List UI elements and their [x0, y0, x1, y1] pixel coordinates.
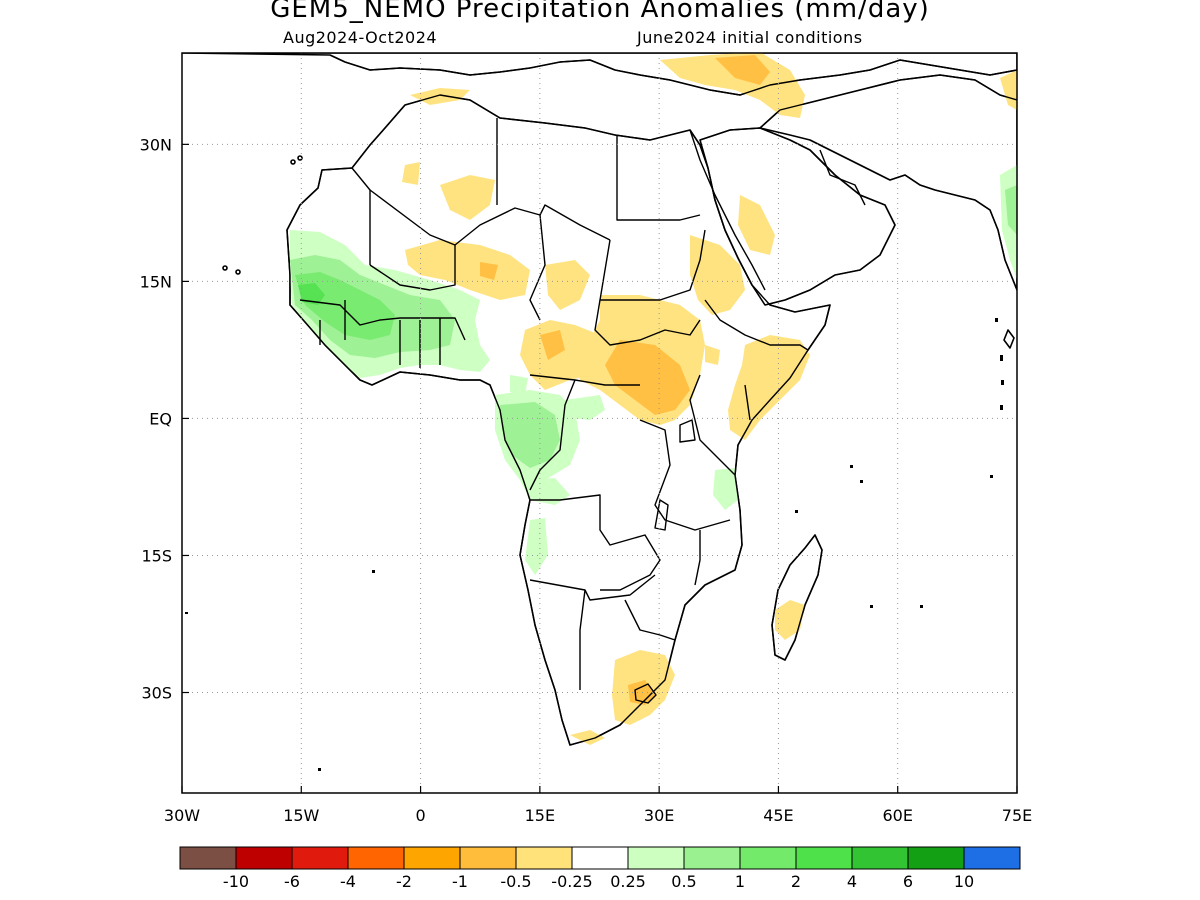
colorbar-label: 2	[791, 872, 801, 891]
colorbar-swatch	[403, 846, 461, 870]
anomaly-region	[455, 298, 475, 320]
colorbar-label: -0.5	[500, 872, 531, 891]
colorbar-label: 0.25	[610, 872, 646, 891]
colorbar-swatch	[179, 846, 237, 870]
anomaly-region	[298, 283, 325, 305]
cape-verde-islands	[235, 269, 241, 275]
anomaly-region	[628, 680, 655, 705]
x-tick-label: 45E	[763, 806, 793, 825]
anomaly-region	[570, 730, 605, 745]
colorbar-swatch	[515, 846, 573, 870]
y-tick-label: EQ	[149, 409, 172, 428]
y-tick-label: 15S	[141, 546, 172, 565]
anomaly-region	[402, 162, 420, 185]
anomaly-region	[405, 240, 530, 300]
anomaly-region	[565, 395, 605, 420]
anomaly-region	[605, 340, 690, 415]
canary-islands	[290, 159, 296, 165]
colorbar-swatch	[459, 846, 517, 870]
colorbar-label: -0.25	[551, 872, 592, 891]
anomaly-region	[1000, 70, 1017, 110]
colorbar-label: -4	[340, 872, 356, 891]
anomaly-region	[540, 330, 565, 360]
x-tick-label: 15E	[525, 806, 555, 825]
axis-ticks: 30W 15W 0 15E 30E 45E 60E 75E 30N 15N EQ 15S 30S	[140, 135, 1033, 825]
anomaly-region	[410, 88, 470, 105]
anomaly-region	[715, 55, 770, 85]
colorbar-label: 0.5	[671, 872, 696, 891]
anomaly-region	[545, 260, 590, 310]
colorbar-swatch	[963, 846, 1021, 870]
colorbar-swatch	[627, 846, 685, 870]
colorbar-label: -6	[284, 872, 300, 891]
anomaly-region	[480, 262, 498, 280]
colorbar-label: 1	[735, 872, 745, 891]
x-tick-label: 75E	[1002, 806, 1032, 825]
anomaly-region	[1005, 185, 1017, 235]
y-tick-label: 30S	[141, 684, 172, 703]
colorbar-swatch	[235, 846, 293, 870]
x-tick-label: 60E	[882, 806, 912, 825]
map-frame	[181, 52, 1018, 794]
colorbar-label: 10	[954, 872, 974, 891]
anomaly-region	[440, 175, 495, 220]
y-tick-label: 30N	[140, 135, 172, 154]
islands	[185, 318, 1004, 771]
x-tick-label: 15W	[283, 806, 319, 825]
anomaly-region	[705, 345, 720, 365]
colorbar-swatch	[291, 846, 349, 870]
graticule	[182, 53, 1017, 793]
x-tick-label: 30W	[164, 806, 200, 825]
cape-verde-islands	[222, 265, 228, 271]
colorbar-swatch	[739, 846, 797, 870]
forecast-period: Aug2024-Oct2024	[283, 28, 438, 47]
anomaly-region	[510, 375, 528, 395]
colorbar-label: -2	[396, 872, 412, 891]
initial-conditions: June2024 initial conditions	[637, 28, 863, 47]
colorbar-label: -1	[452, 872, 468, 891]
anomaly-region	[525, 518, 548, 575]
map-title: GEM5_NEMO Precipitation Anomalies (mm/da…	[270, 0, 930, 24]
colorbar-swatch	[347, 846, 405, 870]
colorbar-swatch	[907, 846, 965, 870]
anomaly-region	[713, 468, 738, 510]
borders	[286, 54, 1017, 746]
x-tick-label: 0	[415, 806, 425, 825]
y-tick-label: 15N	[140, 272, 172, 291]
colorbar-swatch	[683, 846, 741, 870]
colorbar-swatch	[851, 846, 909, 870]
colorbar-swatch	[571, 846, 629, 870]
map-area	[182, 53, 1017, 771]
anomaly-region	[660, 53, 805, 118]
colorbar-label: -10	[223, 872, 249, 891]
anomaly-region	[738, 195, 775, 255]
colorbar-label: 6	[903, 872, 913, 891]
anomaly-region	[500, 402, 560, 468]
madagascar-outline	[771, 534, 823, 661]
colorbar-swatch	[795, 846, 853, 870]
x-tick-label: 30E	[644, 806, 674, 825]
colorbar-label: 4	[847, 872, 857, 891]
colorbar: -10 -6 -4 -2 -1 -0.5 -0.25 0.25 0.5 1 2 4 6 10	[179, 846, 1021, 891]
anomaly-region	[690, 235, 745, 315]
sri-lanka-outline	[1003, 329, 1015, 349]
